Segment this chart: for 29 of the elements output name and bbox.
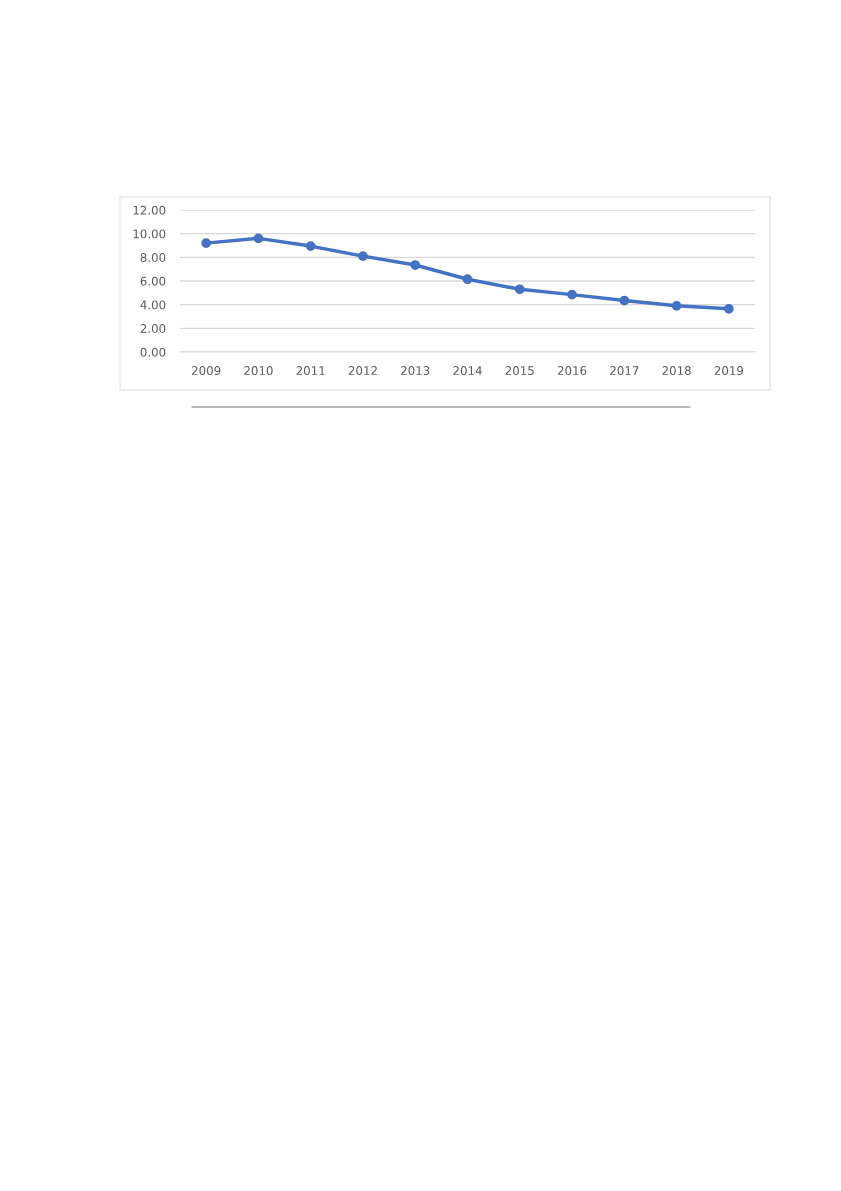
y-tick-label: 12.00 [133, 205, 166, 215]
point [305, 241, 316, 251]
point [724, 303, 734, 314]
point [358, 251, 368, 262]
y-tick-label: 8.00 [140, 253, 166, 262]
x-tick-label: 2010 [244, 366, 273, 376]
point [671, 300, 682, 311]
point [514, 284, 525, 295]
point [410, 260, 421, 270]
x-tick-label: 2017 [610, 366, 639, 376]
x-tick-label: 2013 [401, 366, 430, 376]
point [201, 238, 211, 248]
y-tick-label: 4.00 [140, 300, 166, 310]
point [462, 274, 473, 285]
x-tick-label: 2015 [505, 366, 534, 376]
y-tick-label: 10.00 [133, 229, 166, 239]
x-tick-label: 2016 [557, 366, 587, 376]
x-tick-label: 2011 [296, 366, 325, 376]
x-tick-label: 2014 [453, 366, 482, 376]
y-tick-label: 0.00 [140, 347, 166, 357]
x-tick-label: 2018 [662, 366, 691, 376]
y-tick-label: 6.00 [140, 276, 166, 286]
x-tick-label: 2009 [191, 366, 221, 376]
x-tick-label: 2019 [714, 366, 744, 376]
x-tick-label: 2012 [348, 366, 377, 376]
point [619, 295, 630, 306]
point [567, 289, 577, 300]
point [253, 233, 264, 244]
y-tick-label: 2.00 [140, 324, 166, 333]
